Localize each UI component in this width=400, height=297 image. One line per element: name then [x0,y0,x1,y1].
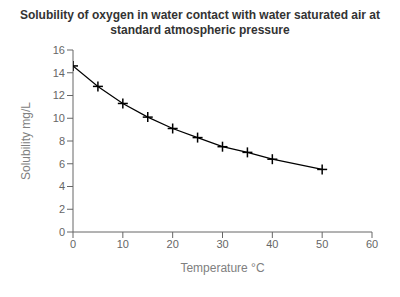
svg-text:0: 0 [59,226,65,238]
svg-text:10: 10 [53,112,65,124]
svg-text:60: 60 [366,238,378,250]
svg-text:8: 8 [59,135,65,147]
html-text:Solubility of oxygen in water: Solubility of oxygen in water contact wi… [20,8,380,37]
svg-text:12: 12 [53,89,65,101]
svg-text:Temperature °C: Temperature °C [180,261,264,275]
svg-text:10: 10 [117,238,129,250]
svg-text:40: 40 [266,238,278,250]
svg-text:16: 16 [53,44,65,56]
svg-text:0: 0 [70,238,76,250]
svg-text:4: 4 [59,180,65,192]
svg-text:30: 30 [216,238,228,250]
svg-text:20: 20 [167,238,179,250]
svg-text:Solubility mg/L: Solubility mg/L [19,102,33,180]
svg-text:14: 14 [53,67,65,79]
svg-text:50: 50 [316,238,328,250]
svg-text:2: 2 [59,203,65,215]
svg-text:6: 6 [59,158,65,170]
